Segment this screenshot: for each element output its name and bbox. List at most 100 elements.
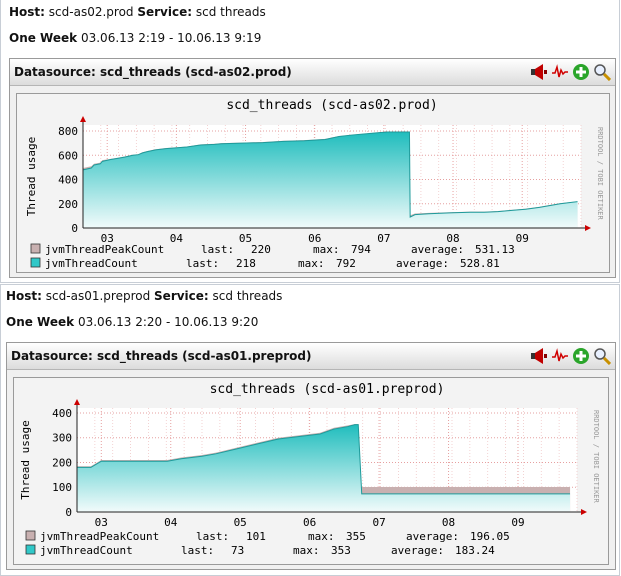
rrd-graph: scd_threads (scd-as02.prod) 0 200 400 600 800… (16, 93, 610, 273)
rrdtool-credit: RRDTOOL / TOBI OETIKER (592, 410, 600, 504)
legend-last-label: last: (186, 257, 219, 270)
graph-line-icon[interactable] (551, 63, 569, 81)
rrd-graph: scd_threads (scd-as01.preprod) 0 100 200 300… (13, 377, 609, 565)
datasource-box: Datasource: scd_threads (scd-as01.prepro… (6, 342, 616, 570)
x-tick-label: 04 (170, 232, 184, 245)
zoom-magnifier-icon[interactable] (593, 347, 611, 365)
datasource-title: Datasource: scd_threads (scd-as02.prod) (14, 65, 292, 79)
y-tick-label: 100 (52, 481, 72, 494)
service-value: scd threads (212, 289, 283, 303)
legend-max-label: max: (293, 544, 320, 557)
x-tick-label: 03 (95, 516, 108, 529)
legend-last-value: 220 (251, 243, 271, 256)
zoom-magnifier-icon[interactable] (593, 63, 611, 81)
legend-series-name: jvmThreadPeakCount (40, 530, 159, 543)
legend-swatch (25, 544, 36, 555)
x-tick-label: 06 (308, 232, 321, 245)
period-label: One Week (6, 315, 75, 329)
service-value: scd threads (195, 5, 266, 19)
x-axis-arrow (585, 225, 591, 231)
legend-series-name: jvmThreadPeakCount (45, 243, 164, 256)
chart-svg: scd_threads (scd-as01.preprod) 0 100 200 300… (19, 382, 600, 557)
period-value: 03.06.13 2:19 - 10.06.13 9:19 (80, 31, 262, 45)
y-axis-arrow (80, 116, 86, 122)
y-tick-label: 800 (58, 125, 78, 138)
legend-average-value: 183.24 (455, 544, 495, 557)
legend-average-value: 528.81 (460, 257, 500, 270)
datasource-actions (530, 63, 611, 81)
legend-max-value: 792 (336, 257, 356, 270)
y-axis-arrow (74, 399, 80, 405)
legend-average-value: 531.13 (475, 243, 515, 256)
y-tick-label: 200 (52, 456, 72, 469)
y-tick-label: 0 (65, 506, 72, 519)
legend-average-label: average: (396, 257, 449, 270)
legend-swatch (25, 530, 36, 541)
datasource-actions (530, 347, 611, 365)
x-tick-label: 05 (239, 232, 252, 245)
legend-last-label: last: (196, 530, 229, 543)
series-line-count (77, 424, 571, 495)
host-label: Host: (9, 5, 45, 19)
legend-last-label: last: (181, 544, 214, 557)
alert-horn-icon[interactable] (530, 347, 548, 365)
datasource-header: Datasource: scd_threads (scd-as02.prod) (10, 59, 615, 86)
x-axis-arrow (581, 509, 587, 515)
y-tick-label: 600 (58, 149, 78, 162)
add-plus-icon[interactable] (572, 347, 590, 365)
host-line: Host: scd-as02.prod Service: scd threads (9, 5, 266, 19)
x-tick-label: 03 (101, 232, 114, 245)
legend-max-label: max: (313, 243, 340, 256)
legend-max-label: max: (308, 530, 335, 543)
datasource-box: Datasource: scd_threads (scd-as02.prod) … (9, 58, 616, 278)
x-tick-label: 06 (303, 516, 316, 529)
legend-swatch (30, 243, 41, 254)
chart-title: scd_threads (scd-as02.prod) (226, 98, 437, 113)
x-tick-label: 08 (446, 232, 459, 245)
alert-horn-icon[interactable] (530, 63, 548, 81)
chart-svg: scd_threads (scd-as02.prod) 0 200 400 600 800… (25, 98, 604, 270)
host-line: Host: scd-as01.preprod Service: scd thre… (6, 289, 282, 303)
legend-max-value: 794 (351, 243, 371, 256)
service-label: Service: (154, 289, 209, 303)
panel-1-border (0, 0, 620, 283)
period-label: One Week (9, 31, 78, 45)
rrdtool-credit: RRDTOOL / TOBI OETIKER (596, 127, 604, 221)
panel-1: Host: scd-as02.prod Service: scd threads… (0, 0, 621, 282)
y-axis-label: Thread usage (25, 137, 38, 216)
x-tick-label: 07 (377, 232, 390, 245)
add-plus-icon[interactable] (572, 63, 590, 81)
y-tick-label: 400 (58, 174, 78, 187)
x-tick-label: 04 (164, 516, 178, 529)
datasource-header: Datasource: scd_threads (scd-as01.prepro… (7, 343, 615, 370)
legend-last-value: 218 (236, 257, 256, 270)
legend-max-value: 353 (331, 544, 351, 557)
legend-series-name: jvmThreadCount (40, 544, 133, 557)
x-tick-label: 05 (234, 516, 247, 529)
panel-2-border (0, 284, 620, 576)
y-axis-label: Thread usage (19, 420, 32, 499)
series-area-count (83, 132, 578, 228)
legend-last-label: last: (201, 243, 234, 256)
graph-line-icon[interactable] (551, 347, 569, 365)
legend-average-label: average: (406, 530, 459, 543)
panel-2: Host: scd-as01.preprod Service: scd thre… (0, 284, 621, 574)
legend-last-value: 73 (231, 544, 244, 557)
x-tick-label: 08 (442, 516, 455, 529)
y-tick-label: 400 (52, 407, 72, 420)
legend-average-label: average: (411, 243, 464, 256)
legend-swatch (30, 257, 41, 268)
series-line-count (82, 131, 578, 218)
datasource-title: Datasource: scd_threads (scd-as01.prepro… (11, 349, 312, 363)
host-value: scd-as01.preprod (45, 289, 151, 303)
x-tick-label: 09 (516, 232, 529, 245)
legend-max-label: max: (298, 257, 325, 270)
legend-last-value: 101 (246, 530, 266, 543)
host-label: Host: (6, 289, 42, 303)
x-tick-label: 09 (511, 516, 524, 529)
legend-average-label: average: (391, 544, 444, 557)
period-line: One Week 03.06.13 2:20 - 10.06.13 9:20 (6, 315, 258, 329)
x-tick-label: 07 (372, 516, 385, 529)
legend-series-name: jvmThreadCount (45, 257, 138, 270)
period-value: 03.06.13 2:20 - 10.06.13 9:20 (77, 315, 259, 329)
